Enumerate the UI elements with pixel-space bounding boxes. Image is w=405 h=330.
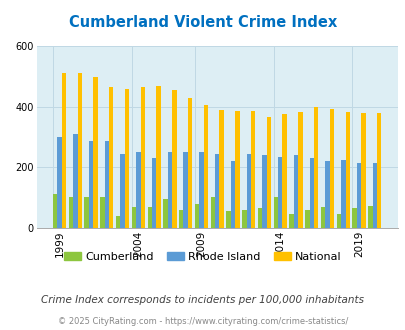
Bar xyxy=(372,163,376,228)
Bar xyxy=(104,142,109,228)
Bar xyxy=(68,197,73,228)
Text: Cumberland Violent Crime Index: Cumberland Violent Crime Index xyxy=(69,15,336,30)
Bar xyxy=(257,208,262,228)
Bar xyxy=(241,210,246,228)
Bar xyxy=(226,211,230,228)
Bar xyxy=(360,113,365,228)
Bar xyxy=(324,161,329,228)
Bar xyxy=(273,197,277,228)
Bar xyxy=(84,197,89,228)
Bar xyxy=(230,161,234,228)
Bar xyxy=(140,87,145,228)
Text: © 2025 CityRating.com - https://www.cityrating.com/crime-statistics/: © 2025 CityRating.com - https://www.city… xyxy=(58,317,347,326)
Bar xyxy=(120,153,124,228)
Bar xyxy=(194,204,199,228)
Bar xyxy=(89,142,93,228)
Bar xyxy=(282,114,286,228)
Bar xyxy=(116,216,120,228)
Bar xyxy=(336,214,340,228)
Bar xyxy=(188,98,192,228)
Bar xyxy=(109,87,113,228)
Bar xyxy=(320,207,324,228)
Bar xyxy=(136,152,140,228)
Bar xyxy=(73,134,77,228)
Bar xyxy=(356,163,360,228)
Bar xyxy=(329,109,333,228)
Bar xyxy=(219,110,223,228)
Bar xyxy=(293,155,298,228)
Bar xyxy=(53,194,57,228)
Bar xyxy=(167,152,172,228)
Bar xyxy=(93,77,98,228)
Bar xyxy=(246,153,250,228)
Bar xyxy=(367,206,372,228)
Bar xyxy=(172,90,176,228)
Bar xyxy=(305,210,309,228)
Bar xyxy=(277,157,282,228)
Bar xyxy=(183,152,188,228)
Bar xyxy=(262,155,266,228)
Bar xyxy=(132,207,136,228)
Bar xyxy=(309,158,313,228)
Legend: Cumberland, Rhode Island, National: Cumberland, Rhode Island, National xyxy=(60,248,345,267)
Bar xyxy=(163,199,167,228)
Bar xyxy=(266,117,271,228)
Bar xyxy=(57,137,62,228)
Bar xyxy=(313,107,318,228)
Bar xyxy=(352,208,356,228)
Bar xyxy=(298,113,302,228)
Bar xyxy=(210,197,215,228)
Bar xyxy=(156,85,160,228)
Bar xyxy=(199,152,203,228)
Bar xyxy=(203,106,207,228)
Bar xyxy=(289,214,293,228)
Bar xyxy=(345,113,349,228)
Bar xyxy=(250,111,255,228)
Bar xyxy=(77,73,82,228)
Text: Crime Index corresponds to incidents per 100,000 inhabitants: Crime Index corresponds to incidents per… xyxy=(41,295,364,305)
Bar xyxy=(147,207,151,228)
Bar xyxy=(179,210,183,228)
Bar xyxy=(340,160,345,228)
Bar xyxy=(62,73,66,228)
Bar xyxy=(215,153,219,228)
Bar xyxy=(124,88,129,228)
Bar xyxy=(376,113,381,228)
Bar xyxy=(151,158,156,228)
Bar xyxy=(234,111,239,228)
Bar xyxy=(100,197,104,228)
